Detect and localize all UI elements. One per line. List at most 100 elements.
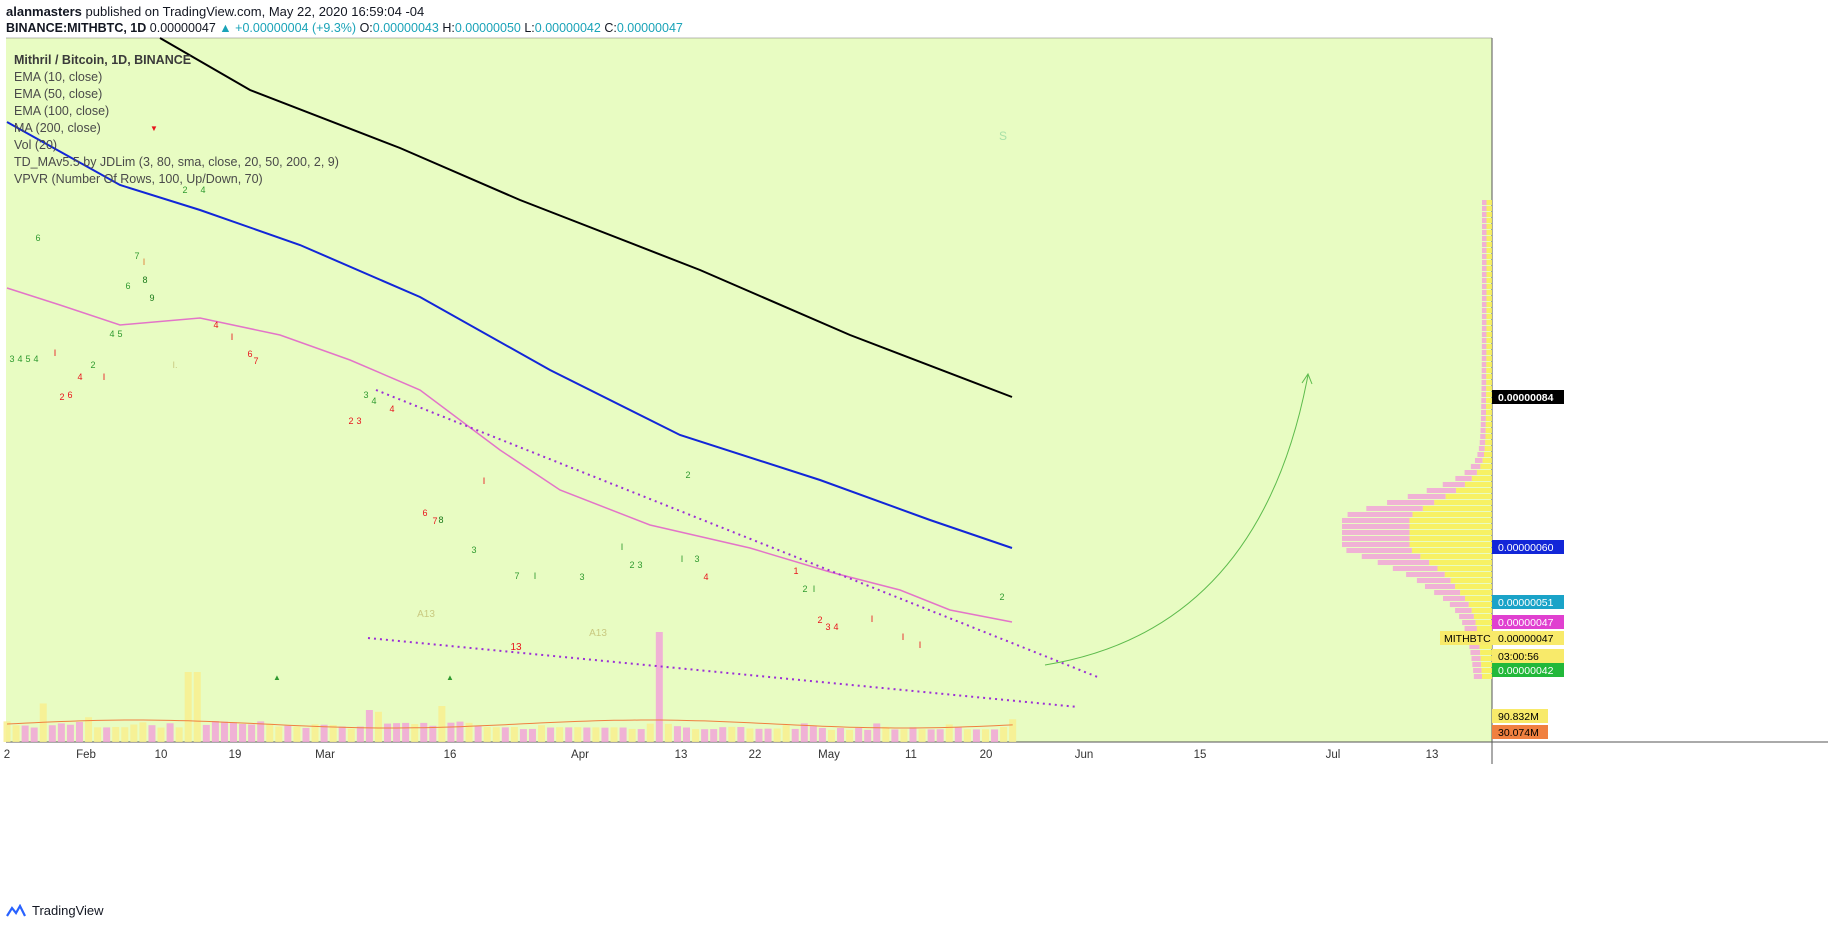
td-sequence-label: I (103, 372, 106, 382)
legend-symbol[interactable]: Mithril / Bitcoin, 1D, BINANCE (14, 53, 192, 67)
vpvr-row-up (1486, 398, 1492, 403)
vpvr-row-down (1366, 506, 1423, 511)
vpvr-row-down (1481, 242, 1487, 247)
vpvr-row-up (1444, 572, 1492, 577)
vpvr-row-up (1471, 608, 1492, 613)
vpvr-row-down (1464, 626, 1477, 631)
td-sequence-label: 7 (253, 356, 258, 366)
vpvr-row-down (1481, 404, 1487, 409)
legend-vpvr[interactable]: VPVR (Number Of Rows, 100, Up/Down, 70) (14, 172, 263, 186)
vpvr-row-down (1481, 344, 1487, 349)
volume-bar (601, 727, 609, 742)
legend-ema100[interactable]: EMA (100, close) (14, 104, 110, 118)
volume-bar (728, 726, 736, 742)
td-sequence-label: I (231, 332, 234, 342)
volume-bar (909, 727, 917, 742)
vpvr-row-down (1481, 272, 1487, 277)
ma200-line (159, 37, 1013, 398)
volume-series (3, 632, 1017, 742)
vpvr-row-down (1392, 566, 1438, 571)
vpvr-row-up (1486, 302, 1492, 307)
td-sequence-label: I (902, 632, 905, 642)
volume-bar (338, 726, 346, 742)
x-tick-label: 10 (155, 749, 168, 761)
vpvr-row-down (1406, 572, 1445, 577)
vpvr-row-down (1416, 578, 1451, 583)
price-label-box (1492, 615, 1564, 629)
td-sequence-label: I. (172, 360, 177, 370)
volume-bar (220, 721, 228, 742)
volume-bar (574, 727, 582, 742)
vpvr-row-up (1409, 542, 1492, 547)
volume-bar (347, 728, 355, 742)
vpvr-row-down (1481, 278, 1487, 283)
annotation-label: S (999, 129, 1007, 143)
vpvr-row-down (1346, 548, 1412, 553)
vpvr-row-down (1407, 494, 1446, 499)
price-label-value: 0.00000047 (1498, 633, 1554, 645)
vpvr-row-down (1455, 608, 1472, 613)
volume-bar (827, 729, 835, 742)
vpvr-row-up (1486, 332, 1492, 337)
legend-ema50[interactable]: EMA (50, close) (14, 87, 103, 101)
vpvr-row-down (1442, 482, 1465, 487)
vpvr-row-up (1482, 458, 1492, 463)
open-value: 0.00000043 (372, 21, 439, 35)
td-sequence-label: I (534, 571, 537, 581)
volume-bar (692, 729, 700, 742)
volume-bar (456, 721, 464, 742)
high-value: 0.00000050 (454, 21, 521, 35)
td-sequence-label: 2 (348, 416, 353, 426)
symbol-label[interactable]: BINANCE:MITHBTC, 1D (6, 21, 147, 35)
vpvr-row-down (1434, 590, 1461, 595)
vpvr-row-up (1480, 650, 1492, 655)
td-sequence-label: 3 (637, 560, 642, 570)
volume-bar (184, 672, 192, 742)
td-sequence-label: 4 (371, 396, 376, 406)
legend-volume[interactable]: Vol (20) (14, 138, 58, 152)
volume-bar (583, 727, 591, 742)
td-sequence-label: 8 (438, 515, 443, 525)
vpvr-row-down (1481, 368, 1487, 373)
vpvr-row-up (1476, 626, 1492, 631)
x-tick-label: 2 (4, 749, 10, 761)
volume-bar (166, 723, 174, 742)
volume-bar (112, 727, 120, 742)
volume-bar (864, 729, 872, 742)
vpvr-row-down (1481, 224, 1487, 229)
volume-bar (846, 729, 854, 742)
vpvr-row-down (1481, 326, 1487, 331)
volume-bar (230, 722, 237, 742)
legend-td-ma[interactable]: TD_MAv5.5 by JDLim (3, 80, sma, close, 2… (14, 155, 339, 169)
vpvr-row-up (1481, 662, 1492, 667)
indicator-legend: Mithril / Bitcoin, 1D, BINANCE EMA (10, … (14, 52, 339, 188)
volume-bar (655, 632, 663, 742)
author-name[interactable]: alanmasters (6, 4, 82, 19)
volume-bar (211, 721, 219, 742)
price-label-box (1492, 631, 1564, 645)
ema100-line (6, 121, 1013, 549)
vpvr-row-up (1480, 464, 1492, 469)
volume-bar (365, 710, 373, 742)
vpvr-row-down (1377, 560, 1430, 565)
volume-bar (755, 728, 763, 742)
footer-brand[interactable]: TradingView (6, 903, 104, 918)
vpvr-row-down (1481, 236, 1487, 241)
volume-bar (637, 729, 645, 742)
volume-bar (800, 723, 808, 742)
volume-bar (384, 723, 392, 742)
td-sequence-label: 6 (125, 281, 130, 291)
volume-bar (528, 728, 536, 742)
td-sequence-label: 2 (999, 592, 1004, 602)
legend-ma200[interactable]: MA (200, close) (14, 121, 101, 135)
price-label-box (1492, 595, 1564, 609)
vpvr-row-down (1473, 674, 1483, 679)
price-label-value: 0.00000047 (1498, 617, 1554, 629)
x-tick-label: 11 (905, 749, 917, 761)
vpvr-row-down (1449, 602, 1469, 607)
legend-ema10[interactable]: EMA (10, close) (14, 70, 103, 84)
vpvr-row-up (1486, 392, 1492, 397)
vpvr-row-down (1342, 518, 1410, 523)
vpvr-row-up (1485, 422, 1492, 427)
